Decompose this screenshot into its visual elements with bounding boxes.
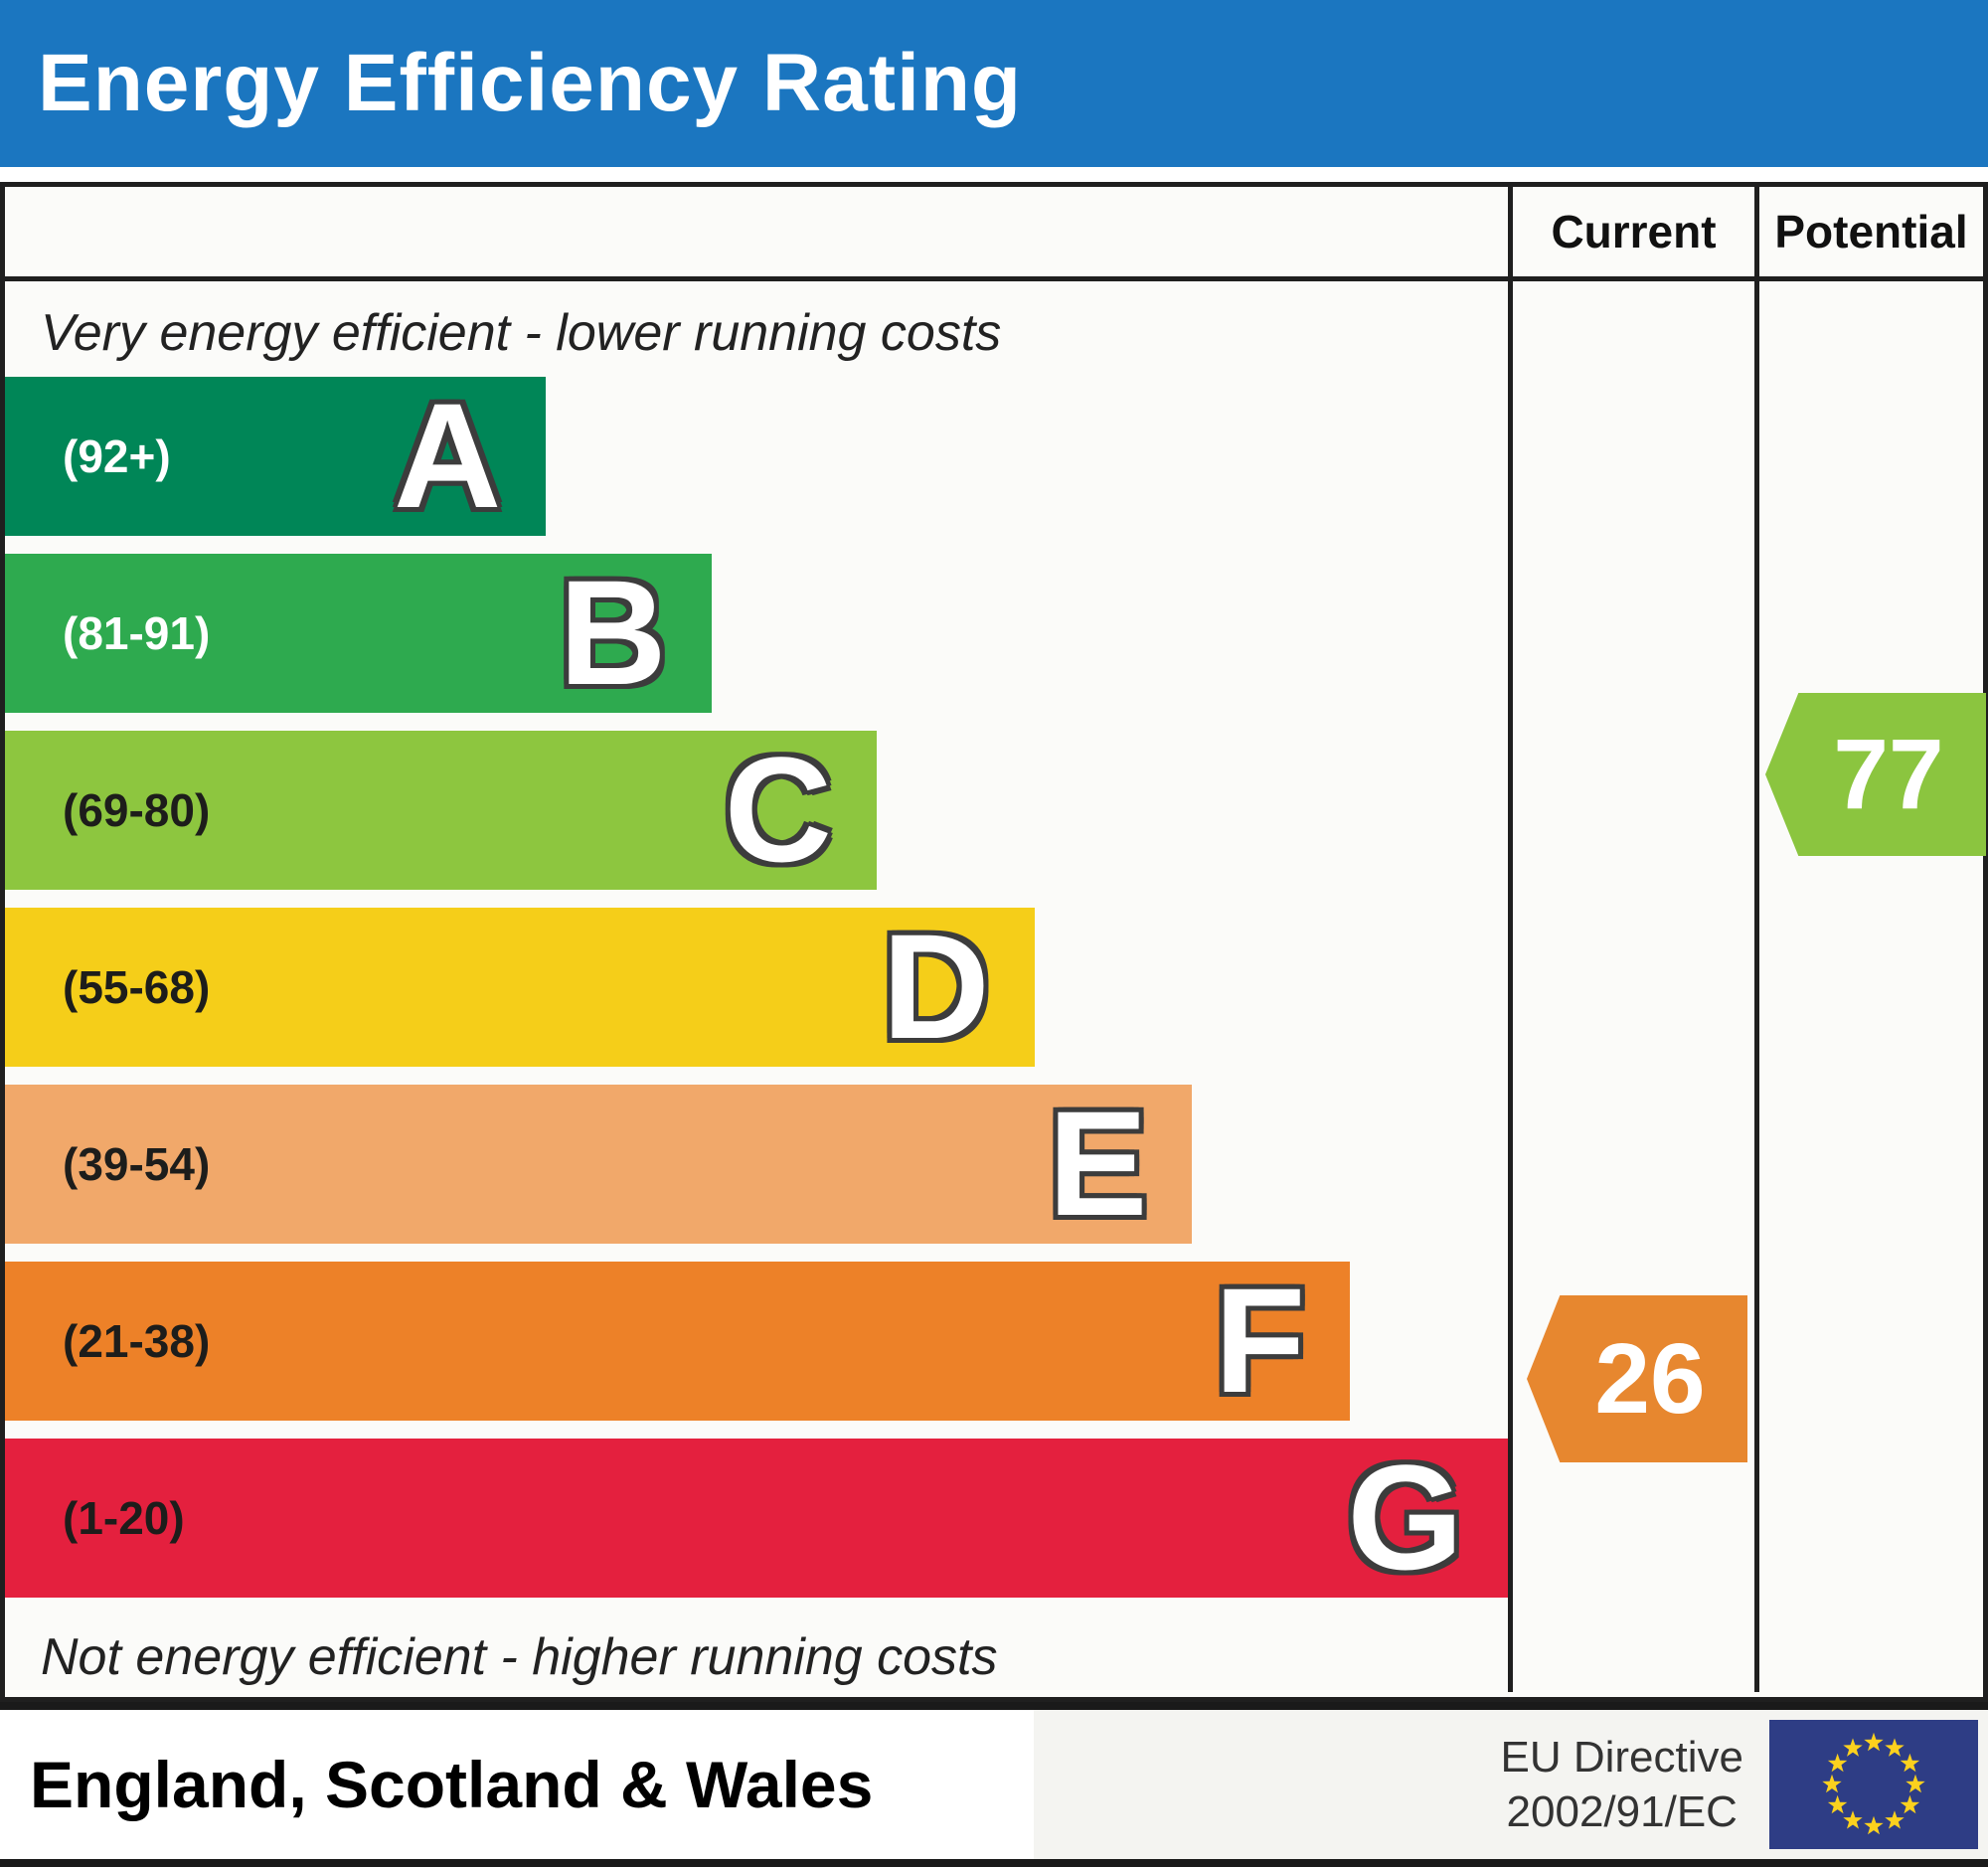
band-row-a: (92+) A <box>5 372 547 539</box>
page-title: Energy Efficiency Rating <box>38 38 1023 128</box>
band-range-label: (55-68) <box>63 961 211 1013</box>
band-range-label: (21-38) <box>63 1315 211 1367</box>
band-letter: A <box>393 372 502 539</box>
band-range-label: (81-91) <box>63 607 211 659</box>
efficient-note: Very energy efficient - lower running co… <box>41 304 1002 362</box>
band-range-label: (92+) <box>63 430 171 482</box>
band-range-label: (69-80) <box>63 784 211 836</box>
region-label: England, Scotland & Wales <box>30 1748 874 1821</box>
band-letter: F <box>1214 1257 1306 1424</box>
potential-arrow: 77 <box>1765 693 1986 856</box>
band-row-g: (1-20) G <box>5 1439 1508 1598</box>
current-column: 26 <box>1508 281 1754 1692</box>
header-cell-potential: Potential <box>1754 187 1983 276</box>
footer-bar: England, Scotland & Wales EU Directive 2… <box>0 1702 1988 1867</box>
current-value: 26 <box>1594 1322 1706 1435</box>
current-arrow: 26 <box>1527 1295 1747 1462</box>
table-body-row: Very energy efficient - lower running co… <box>5 281 1986 1692</box>
table-header-row: Current Potential <box>5 187 1983 281</box>
band-letter: G <box>1347 1434 1463 1601</box>
footer-right: EU Directive 2002/91/EC <box>1501 1719 1988 1850</box>
inefficient-note: Not energy efficient - higher running co… <box>41 1628 998 1686</box>
header-cell-empty <box>5 187 1508 276</box>
potential-column: 77 <box>1754 281 1986 1692</box>
band-row-e: (39-54) E <box>5 1080 1193 1247</box>
eu-flag-icon <box>1769 1720 1978 1849</box>
rating-table: Current Potential Very energy efficient … <box>0 182 1988 1702</box>
title-bar: Energy Efficiency Rating <box>0 0 1988 167</box>
band-range-label: (39-54) <box>63 1138 211 1190</box>
band-letter: E <box>1048 1080 1148 1247</box>
eu-directive-line2: 2002/91/EC <box>1506 1787 1738 1836</box>
bands-column: Very energy efficient - lower running co… <box>5 281 1508 1692</box>
potential-value: 77 <box>1833 718 1944 830</box>
band-row-c: (69-80) C <box>5 731 877 890</box>
band-range-label: (1-20) <box>63 1492 185 1544</box>
band-letter: D <box>882 903 990 1070</box>
band-row-d: (55-68) D <box>5 908 1035 1067</box>
band-row-f: (21-38) F <box>5 1257 1351 1424</box>
band-row-b: (81-91) B <box>5 554 712 713</box>
eu-directive-text: EU Directive 2002/91/EC <box>1501 1730 1744 1839</box>
band-letter: C <box>724 726 832 893</box>
eu-directive-line1: EU Directive <box>1500 1733 1744 1782</box>
band-letter: B <box>559 549 667 716</box>
header-cell-current: Current <box>1508 187 1754 276</box>
